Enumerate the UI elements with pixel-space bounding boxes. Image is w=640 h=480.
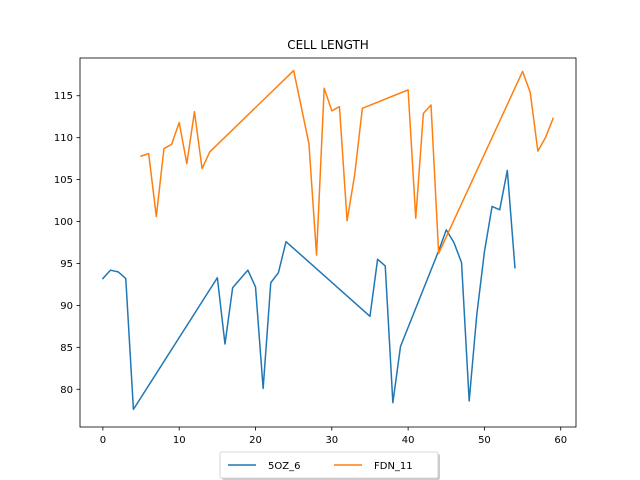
legend: 5OZ_6 FDN_11 xyxy=(219,451,440,480)
legend-label-0: 5OZ_6 xyxy=(268,461,300,472)
x-tick-label: 30 xyxy=(325,435,338,446)
series-line-0 xyxy=(101,169,516,411)
legend-label-1: FDN_11 xyxy=(374,461,413,472)
y-tick-label: 95 xyxy=(60,259,73,270)
series-line-1 xyxy=(140,69,555,256)
x-tick-label: 60 xyxy=(554,435,567,446)
y-tick-label: 105 xyxy=(54,175,73,186)
x-tick-label: 40 xyxy=(402,435,415,446)
y-tick-label: 100 xyxy=(54,217,73,228)
axes-frame xyxy=(79,57,577,428)
x-tick-label: 10 xyxy=(173,435,186,446)
plot-area: 0 10 20 30 40 50 60 80 85 90 95 100 105 110 115 xyxy=(54,57,577,446)
y-tick-label: 80 xyxy=(60,385,73,396)
x-tick-label: 20 xyxy=(249,435,262,446)
legend-box xyxy=(219,451,439,479)
y-tick-label: 90 xyxy=(60,301,73,312)
chart-title: CELL LENGTH xyxy=(287,38,369,52)
y-tick-label: 110 xyxy=(54,133,73,144)
y-tick-label: 85 xyxy=(60,343,73,354)
x-tick-label: 0 xyxy=(100,435,106,446)
x-tick-label: 50 xyxy=(478,435,491,446)
y-tick-label: 115 xyxy=(54,91,73,102)
